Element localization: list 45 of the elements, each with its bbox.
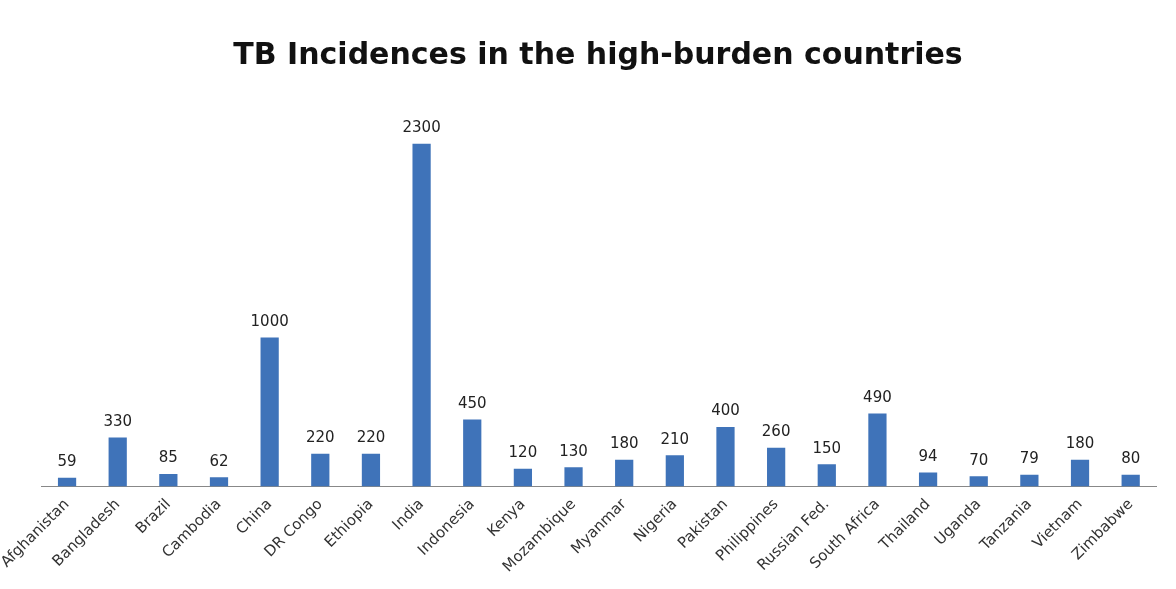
bar	[57, 477, 77, 487]
bar	[665, 455, 684, 487]
data-label: 2300	[402, 118, 441, 137]
chart-title: TB Incidences in the high-burden countries	[233, 35, 963, 71]
bar	[108, 437, 127, 487]
bar	[1121, 474, 1140, 487]
bar	[513, 468, 533, 487]
bar	[564, 467, 583, 487]
data-label: 150	[812, 438, 842, 457]
bar	[868, 413, 887, 487]
bar	[412, 143, 431, 487]
data-label: 79	[1019, 449, 1039, 468]
bar	[969, 476, 988, 487]
data-label: 59	[57, 452, 77, 471]
data-label: 70	[969, 450, 989, 469]
data-label: 180	[609, 434, 639, 453]
data-label: 400	[711, 401, 740, 420]
data-label: 490	[863, 387, 892, 406]
data-label: 1000	[250, 311, 289, 330]
bar	[311, 453, 330, 487]
data-label: 220	[356, 428, 386, 447]
data-label: 62	[209, 451, 229, 470]
data-label: 180	[1065, 434, 1095, 453]
bar	[1070, 459, 1090, 487]
data-label: 130	[559, 441, 588, 460]
bar	[767, 447, 786, 487]
bar	[463, 419, 482, 487]
bar	[209, 477, 229, 487]
bar	[918, 472, 938, 487]
bar	[1020, 474, 1039, 487]
bar	[716, 426, 735, 487]
bar	[615, 459, 634, 487]
data-label: 330	[103, 411, 133, 430]
data-label: 85	[158, 448, 178, 467]
bar	[260, 337, 279, 487]
bar	[361, 453, 381, 487]
data-label: 80	[1121, 449, 1141, 468]
data-label: 120	[508, 443, 538, 462]
data-label: 450	[457, 393, 487, 412]
data-label: 220	[305, 428, 335, 447]
bar	[159, 473, 178, 487]
data-label: 94	[918, 446, 938, 465]
data-label: 260	[761, 422, 791, 441]
bar	[817, 464, 836, 487]
data-label: 210	[660, 429, 690, 448]
